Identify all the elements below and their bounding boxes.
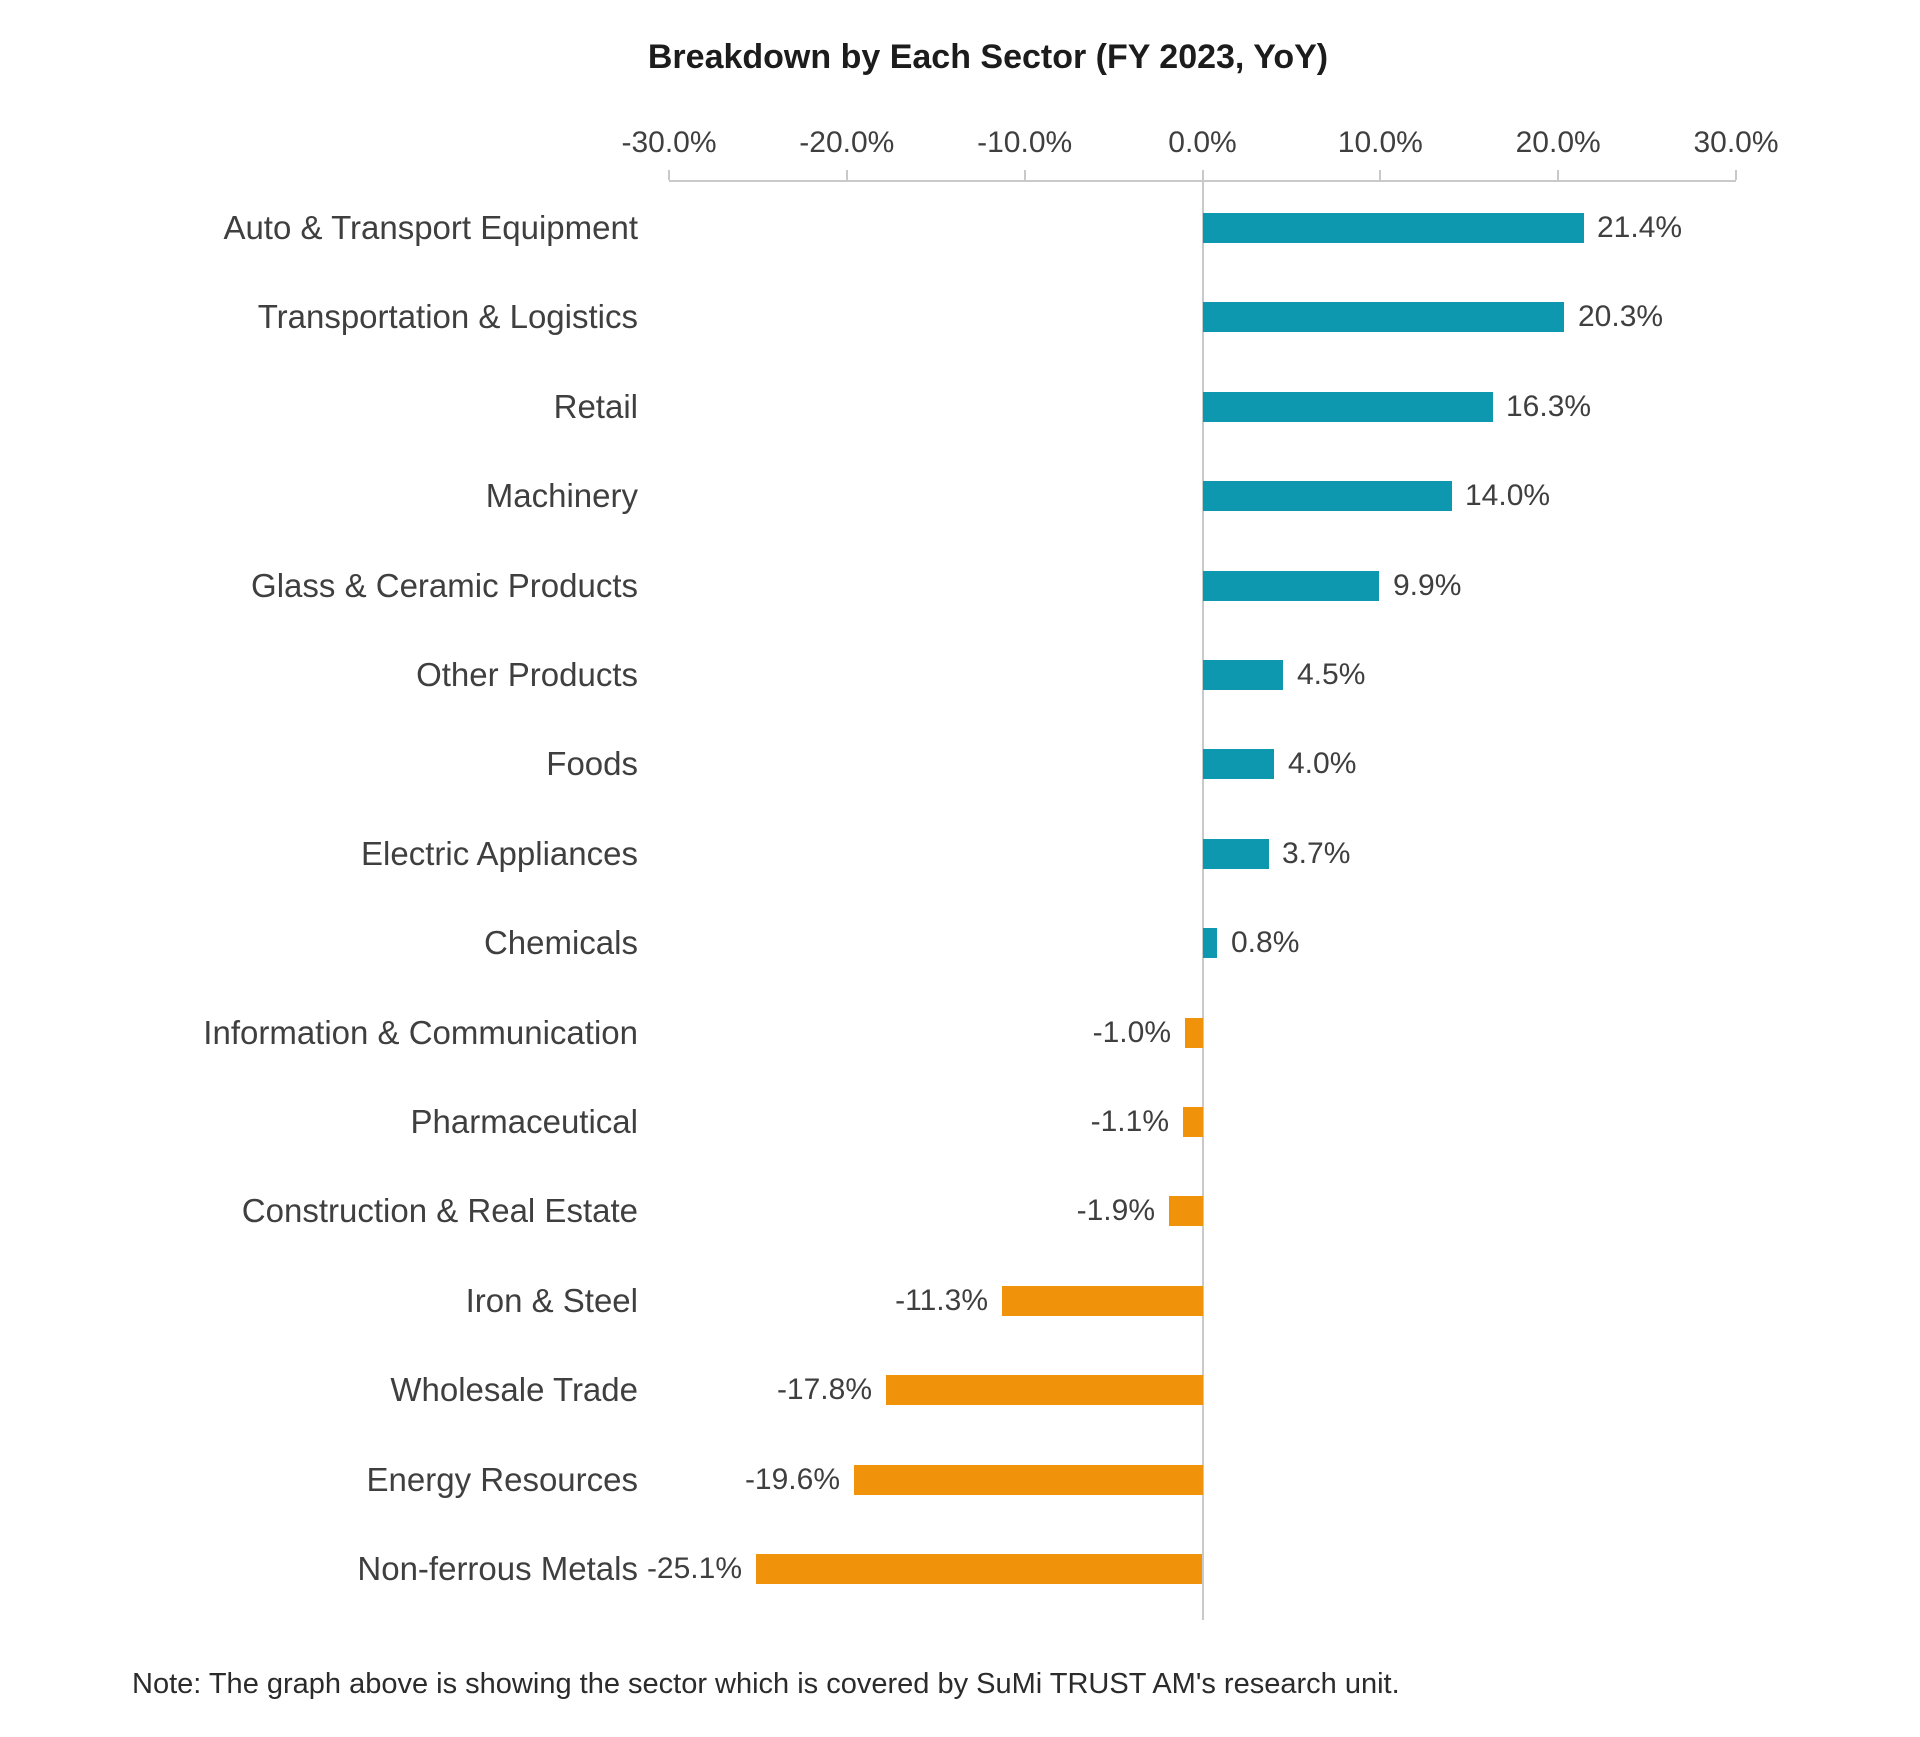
category-label: Energy Resources xyxy=(366,1461,638,1498)
bar-negative xyxy=(1185,1018,1203,1048)
x-axis-tick-label: -30.0% xyxy=(621,126,717,159)
category-label: Other Products xyxy=(416,656,638,693)
category-label: Glass & Ceramic Products xyxy=(251,567,638,604)
x-axis-tick-mark xyxy=(1557,170,1559,180)
value-label: -17.8% xyxy=(776,1373,872,1406)
footnote: Note: The graph above is showing the sec… xyxy=(132,1668,1400,1700)
bar-positive xyxy=(1203,839,1269,869)
category-label: Foods xyxy=(546,745,638,782)
bar-negative xyxy=(886,1375,1203,1405)
value-label: 9.9% xyxy=(1393,569,1462,602)
category-label: Auto & Transport Equipment xyxy=(223,209,638,246)
x-axis-tick-mark xyxy=(1024,170,1026,180)
category-label: Retail xyxy=(553,388,638,425)
x-axis-tick-mark xyxy=(1735,170,1737,180)
bar-negative xyxy=(756,1554,1202,1584)
bar-positive xyxy=(1203,481,1452,511)
x-axis-tick-mark xyxy=(1202,170,1204,180)
value-label: 4.0% xyxy=(1288,747,1357,780)
x-axis-tick-label: 0.0% xyxy=(1168,126,1237,159)
value-label: 0.8% xyxy=(1231,926,1300,959)
category-label: Non-ferrous Metals xyxy=(357,1550,638,1587)
bar-negative xyxy=(1002,1286,1203,1316)
value-label: -1.0% xyxy=(1092,1016,1171,1049)
bar-positive xyxy=(1203,302,1564,332)
category-label: Information & Communication xyxy=(203,1014,638,1051)
x-axis-tick-label: -20.0% xyxy=(799,126,895,159)
value-label: 14.0% xyxy=(1465,479,1551,512)
bar-negative xyxy=(854,1465,1203,1495)
bar-positive xyxy=(1203,928,1217,958)
bar-positive xyxy=(1203,392,1493,422)
value-label: 21.4% xyxy=(1597,211,1683,244)
category-label: Pharmaceutical xyxy=(410,1103,638,1140)
bar-negative xyxy=(1169,1196,1203,1226)
category-label: Iron & Steel xyxy=(465,1282,638,1319)
value-label: -1.9% xyxy=(1076,1194,1155,1227)
category-label: Wholesale Trade xyxy=(390,1371,638,1408)
bar-negative xyxy=(1183,1107,1203,1137)
value-label: -11.3% xyxy=(895,1284,988,1317)
category-label: Machinery xyxy=(485,477,638,514)
value-label: 20.3% xyxy=(1578,300,1664,333)
zero-baseline xyxy=(1202,180,1204,1620)
category-label: Construction & Real Estate xyxy=(241,1192,638,1229)
x-axis-tick-mark xyxy=(668,170,670,180)
value-label: 16.3% xyxy=(1506,390,1592,423)
category-label: Electric Appliances xyxy=(361,835,638,872)
value-label: 3.7% xyxy=(1282,837,1351,870)
category-label: Transportation & Logistics xyxy=(257,298,638,335)
x-axis-tick-label: 10.0% xyxy=(1337,126,1423,159)
x-axis-tick-label: 20.0% xyxy=(1515,126,1601,159)
bar-positive xyxy=(1203,749,1274,779)
value-label: -19.6% xyxy=(744,1463,840,1496)
bar-positive xyxy=(1203,213,1584,243)
category-label: Chemicals xyxy=(483,924,638,961)
value-label: -1.1% xyxy=(1090,1105,1169,1138)
value-label: -25.1% xyxy=(646,1552,742,1585)
bar-positive xyxy=(1203,571,1379,601)
x-axis-tick-label: -10.0% xyxy=(977,126,1073,159)
x-axis-tick-mark xyxy=(846,170,848,180)
x-axis-tick-label: 30.0% xyxy=(1693,126,1779,159)
chart-title: Breakdown by Each Sector (FY 2023, YoY) xyxy=(647,38,1329,76)
bar-positive xyxy=(1203,660,1283,690)
x-axis-tick-mark xyxy=(1379,170,1381,180)
value-label: 4.5% xyxy=(1297,658,1366,691)
